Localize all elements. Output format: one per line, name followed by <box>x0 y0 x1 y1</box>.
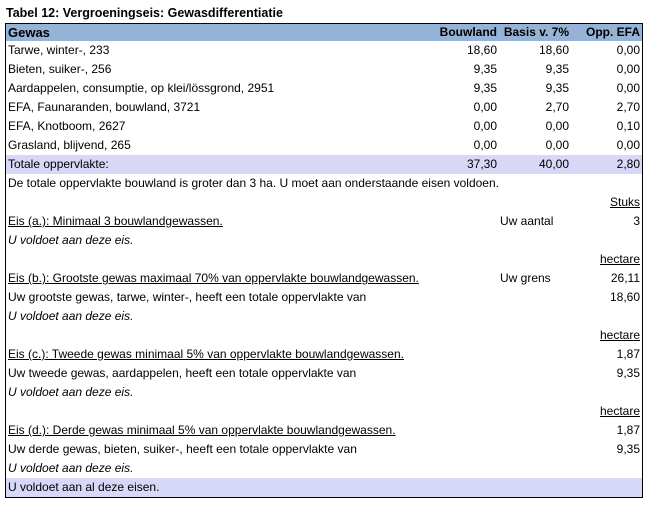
basis-cell: 0,00 <box>545 138 569 152</box>
gewas-cell: Bieten, suiker-, 256 <box>8 62 112 76</box>
efa-cell: 0,10 <box>616 119 640 133</box>
total-bouwland: 37,30 <box>466 157 497 171</box>
table-row: Bieten, suiker-, 256 9,35 9,35 0,00 <box>6 60 642 79</box>
requirement-value: 1,87 <box>616 347 640 361</box>
table-row: Grasland, blijvend, 265 0,00 0,00 0,00 <box>6 136 642 155</box>
basis-cell: 9,35 <box>545 81 569 95</box>
bouwland-cell: 18,60 <box>466 43 497 57</box>
eis-c-result-row: U voldoet aan deze eis. <box>6 383 642 402</box>
total-efa: 2,80 <box>616 157 640 171</box>
unit-label: Stuks <box>609 195 640 209</box>
basis-cell: 2,70 <box>545 100 569 114</box>
requirement-value: 1,87 <box>616 423 640 437</box>
bouwland-cell: 0,00 <box>473 100 497 114</box>
requirement-mid-label: Uw aantal <box>500 214 554 228</box>
basis-cell: 9,35 <box>545 62 569 76</box>
requirement-detail-value: 9,35 <box>616 442 640 456</box>
table-row: Aardappelen, consumptie, op klei/lössgro… <box>6 79 642 98</box>
eis-c-row: Eis (c.): Tweede gewas minimaal 5% van o… <box>6 345 642 364</box>
eis-d-detail-row: Uw derde gewas, bieten, suiker-, heeft e… <box>6 440 642 459</box>
requirement-result: U voldoet aan deze eis. <box>8 385 134 399</box>
final-result-row: U voldoet aan al deze eisen. <box>6 478 642 497</box>
total-row: Totale oppervlakte: 37,30 40,00 2,80 <box>6 155 642 174</box>
eis-a-unit-row: Stuks <box>6 193 642 212</box>
table-row: EFA, Faunaranden, bouwland, 3721 0,00 2,70… <box>6 98 642 117</box>
gewas-cell: EFA, Knotboom, 2627 <box>8 119 126 133</box>
requirement-result: U voldoet aan deze eis. <box>8 461 134 475</box>
total-label: Totale oppervlakte: <box>8 157 109 171</box>
header-basis: Basis v. 7% <box>503 25 569 39</box>
table-title: Tabel 12: Vergroeningseis: Gewasdifferen… <box>6 6 283 20</box>
gewas-cell: Aardappelen, consumptie, op klei/lössgro… <box>8 81 275 95</box>
eis-d-result-row: U voldoet aan deze eis. <box>6 459 642 478</box>
total-basis: 40,00 <box>538 157 569 171</box>
requirement-mid-label: Uw grens <box>500 271 551 285</box>
eis-d-unit-row: hectare <box>6 402 642 421</box>
table-header: Gewas Bouwland Basis v. 7% Opp. EFA <box>6 24 642 41</box>
bouwland-cell: 9,35 <box>473 62 497 76</box>
header-bouwland: Bouwland <box>439 25 497 39</box>
eis-a-row: Eis (a.): Minimaal 3 bouwlandgewassen. Uw… <box>6 212 642 231</box>
efa-cell: 0,00 <box>616 81 640 95</box>
requirement-detail-value: 9,35 <box>616 366 640 380</box>
requirement-detail-value: 18,60 <box>609 290 640 304</box>
requirement-detail: Uw tweede gewas, aardappelen, heeft een … <box>8 366 357 380</box>
header-gewas: Gewas <box>8 25 50 40</box>
unit-label: hectare <box>599 252 640 266</box>
requirement-detail: Uw derde gewas, bieten, suiker-, heeft e… <box>8 442 357 456</box>
requirement-value: 26,11 <box>610 271 640 285</box>
bouwland-cell: 0,00 <box>473 138 497 152</box>
eis-c-detail-row: Uw tweede gewas, aardappelen, heeft een … <box>6 364 642 383</box>
requirement-label: Eis (a.): Minimaal 3 bouwlandgewassen. <box>8 214 223 228</box>
bouwland-cell: 9,35 <box>473 81 497 95</box>
eis-b-result-row: U voldoet aan deze eis. <box>6 307 642 326</box>
eis-b-row: Eis (b.): Grootste gewas maximaal 70% va… <box>6 269 642 288</box>
eis-b-unit-row: hectare <box>6 250 642 269</box>
basis-cell: 0,00 <box>545 119 569 133</box>
requirement-result: U voldoet aan deze eis. <box>8 233 134 247</box>
eis-c-unit-row: hectare <box>6 326 642 345</box>
requirement-result: U voldoet aan deze eis. <box>8 309 134 323</box>
unit-label: hectare <box>599 328 640 342</box>
efa-cell: 0,00 <box>616 62 640 76</box>
gewas-cell: Grasland, blijvend, 265 <box>8 138 131 152</box>
requirement-label: Eis (b.): Grootste gewas maximaal 70% va… <box>8 271 419 285</box>
header-efa: Opp. EFA <box>586 25 640 39</box>
intro-text: De totale oppervlakte bouwland is groter… <box>8 176 499 190</box>
requirement-label: Eis (c.): Tweede gewas minimaal 5% van o… <box>8 347 404 361</box>
eis-b-detail-row: Uw grootste gewas, tarwe, winter-, heeft… <box>6 288 642 307</box>
eis-d-row: Eis (d.): Derde gewas minimaal 5% van op… <box>6 421 642 440</box>
table-row: Tarwe, winter-, 233 18,60 18,60 0,00 <box>6 41 642 60</box>
requirement-detail: Uw grootste gewas, tarwe, winter-, heeft… <box>8 290 367 304</box>
table-row: EFA, Knotboom, 2627 0,00 0,00 0,10 <box>6 117 642 136</box>
efa-cell: 0,00 <box>616 138 640 152</box>
bouwland-cell: 0,00 <box>473 119 497 133</box>
final-result: U voldoet aan al deze eisen. <box>8 480 160 494</box>
basis-cell: 18,60 <box>538 43 569 57</box>
intro-row: De totale oppervlakte bouwland is groter… <box>6 174 642 193</box>
requirement-value: 3 <box>633 214 640 228</box>
requirement-label: Eis (d.): Derde gewas minimaal 5% van op… <box>8 423 396 437</box>
eis-a-result-row: U voldoet aan deze eis. <box>6 231 642 250</box>
efa-cell: 2,70 <box>616 100 640 114</box>
efa-cell: 0,00 <box>616 43 640 57</box>
crop-diversification-table: Gewas Bouwland Basis v. 7% Opp. EFA Tarw… <box>5 23 643 498</box>
gewas-cell: Tarwe, winter-, 233 <box>8 43 110 57</box>
unit-label: hectare <box>599 404 640 418</box>
gewas-cell: EFA, Faunaranden, bouwland, 3721 <box>8 100 201 114</box>
